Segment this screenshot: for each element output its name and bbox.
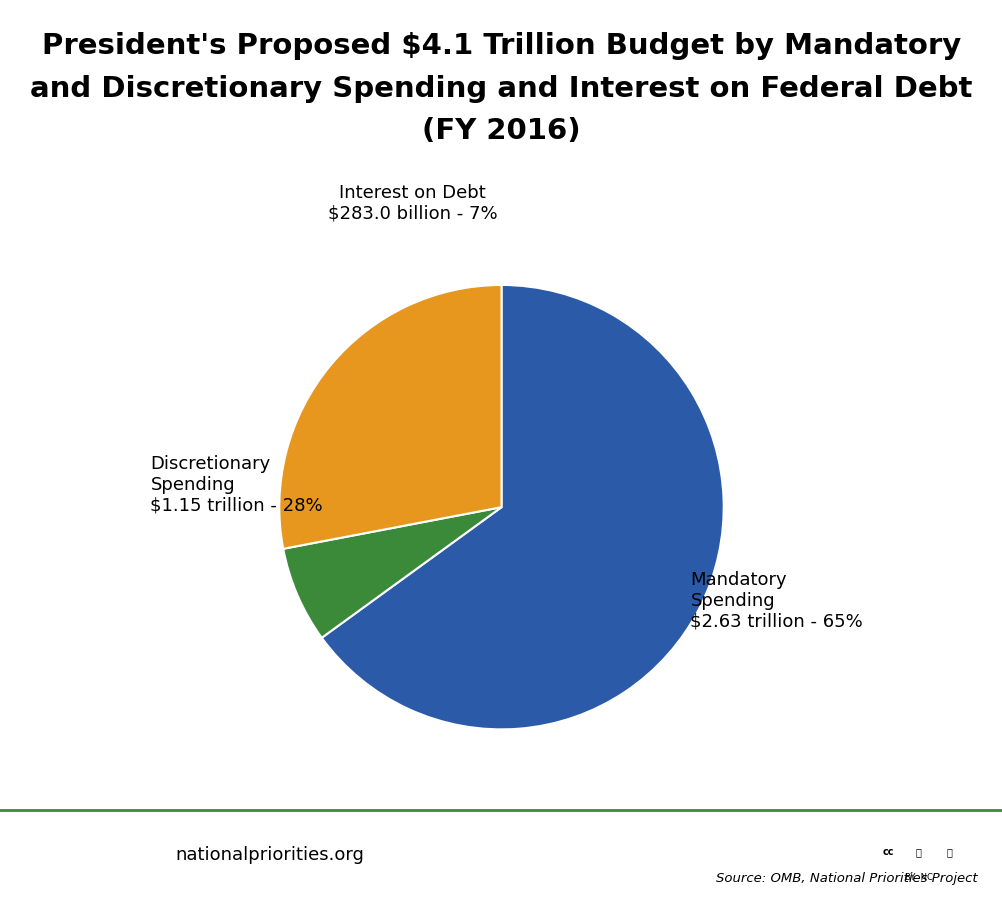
Text: cc: cc: [882, 847, 893, 857]
Text: Mandatory
Spending
$2.63 trillion - 65%: Mandatory Spending $2.63 trillion - 65%: [689, 571, 863, 630]
Wedge shape: [322, 285, 723, 729]
Text: President's Proposed $4.1 Trillion Budget by Mandatory: President's Proposed $4.1 Trillion Budge…: [42, 32, 960, 60]
Wedge shape: [279, 285, 501, 549]
Text: and Discretionary Spending and Interest on Federal Debt: and Discretionary Spending and Interest …: [30, 75, 972, 103]
Text: (FY 2016): (FY 2016): [422, 117, 580, 145]
Text: Ⓐ: Ⓐ: [915, 847, 921, 857]
Text: nationalpriorities.org: nationalpriorities.org: [175, 845, 364, 864]
Text: NATIONAL: NATIONAL: [60, 829, 105, 838]
Text: Source: OMB, National Priorities Project: Source: OMB, National Priorities Project: [715, 872, 977, 885]
Text: Interest on Debt
$283.0 billion - 7%: Interest on Debt $283.0 billion - 7%: [328, 184, 497, 222]
Text: Ⓢ: Ⓢ: [945, 847, 951, 857]
Wedge shape: [283, 507, 501, 638]
Text: PROJECT: PROJECT: [63, 878, 102, 888]
Text: PRIORITIES: PRIORITIES: [28, 848, 137, 867]
Text: BY  NC: BY NC: [904, 873, 932, 882]
Text: Discretionary
Spending
$1.15 trillion - 28%: Discretionary Spending $1.15 trillion - …: [150, 455, 323, 515]
